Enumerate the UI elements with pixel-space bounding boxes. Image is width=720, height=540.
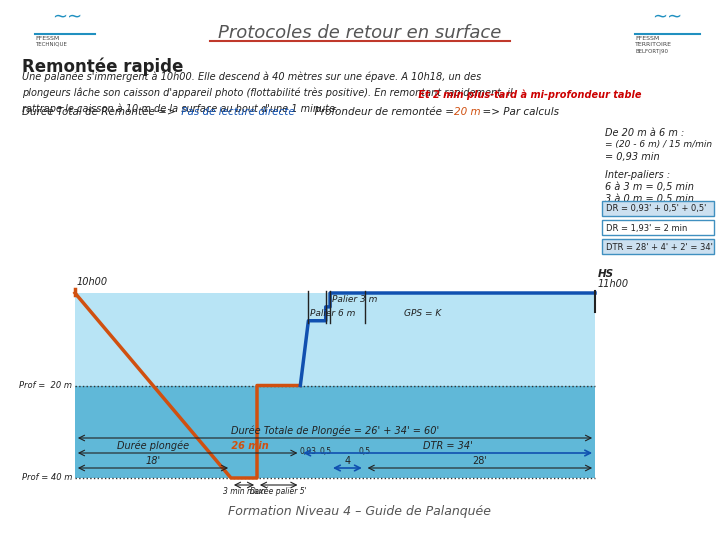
Text: = (20 - 6 m) / 15 m/min: = (20 - 6 m) / 15 m/min (605, 140, 712, 149)
Text: 3 à 0 m = 0,5 min: 3 à 0 m = 0,5 min (605, 194, 694, 204)
Text: 18': 18' (145, 456, 161, 466)
Text: 20 m: 20 m (454, 107, 481, 117)
Bar (75, 386, 595, 478)
Text: Formation Niveau 4 – Guide de Palanquée: Formation Niveau 4 – Guide de Palanquée (228, 505, 492, 518)
Text: Durée palier 5': Durée palier 5' (251, 487, 307, 496)
Text: Durée Totale de Plongée = 26' + 34' = 60': Durée Totale de Plongée = 26' + 34' = 60… (231, 426, 439, 436)
Text: 0,93: 0,93 (300, 447, 317, 456)
Bar (602, 201, 714, 216)
Text: 3 min maxi: 3 min maxi (222, 487, 265, 496)
Text: 4: 4 (344, 456, 351, 466)
Text: Prof = 40 m: Prof = 40 m (22, 474, 72, 483)
Text: DTR = 34': DTR = 34' (423, 441, 472, 451)
Text: DR = 1,93' = 2 min: DR = 1,93' = 2 min (606, 224, 688, 233)
Text: DR = 0,93' + 0,5' + 0,5': DR = 0,93' + 0,5' + 0,5' (606, 205, 706, 213)
Bar (602, 239, 714, 254)
Bar (602, 220, 714, 235)
Text: De 20 m à 6 m :: De 20 m à 6 m : (605, 128, 684, 138)
Text: Protocoles de retour en surface: Protocoles de retour en surface (218, 24, 502, 42)
Text: Durée plongée: Durée plongée (117, 441, 189, 451)
Text: 6 à 3 m = 0,5 min: 6 à 3 m = 0,5 min (605, 182, 694, 192)
Text: GPS = K: GPS = K (405, 309, 441, 318)
Text: Une palanée s'immergent à 10h00. Elle descend à 40 mètres sur une épave. A 10h18: Une palanée s'immergent à 10h00. Elle de… (22, 72, 513, 114)
Text: FFESSM: FFESSM (35, 36, 59, 41)
Text: TERRITOIRE: TERRITOIRE (635, 42, 672, 47)
Text: 0,5: 0,5 (320, 447, 332, 456)
Text: Palier 3 m: Palier 3 m (332, 295, 377, 304)
Text: 11h00: 11h00 (598, 279, 629, 289)
Text: Palier 6 m: Palier 6 m (310, 309, 356, 318)
Text: ∼∼: ∼∼ (652, 8, 683, 26)
Text: FFESSM: FFESSM (635, 36, 660, 41)
Text: 26 min: 26 min (228, 441, 269, 451)
Text: Et 2 min plus-tard à mi-profondeur table: Et 2 min plus-tard à mi-profondeur table (415, 90, 642, 100)
Text: 0,5: 0,5 (359, 447, 371, 456)
Text: ∼∼: ∼∼ (52, 8, 82, 26)
Text: HS: HS (598, 269, 614, 279)
Text: Inter-paliers :: Inter-paliers : (605, 170, 670, 180)
Text: BELFORT|90: BELFORT|90 (635, 48, 668, 53)
Text: 28': 28' (472, 456, 487, 466)
Text: Pas de lecture directe: Pas de lecture directe (178, 107, 294, 117)
Text: = 0,93 min: = 0,93 min (605, 152, 660, 162)
Text: TECHNIQUE: TECHNIQUE (35, 42, 67, 47)
Text: DTR = 28' + 4' + 2' = 34': DTR = 28' + 4' + 2' = 34' (606, 242, 713, 252)
Text: 10h00: 10h00 (77, 277, 108, 287)
Text: Remontée rapide: Remontée rapide (22, 57, 184, 76)
Text: Durée Total de Remontée =>: Durée Total de Remontée => (22, 107, 176, 117)
Bar (75, 293, 595, 386)
Text: Profondeur de remontée =: Profondeur de remontée = (308, 107, 457, 117)
Text: Prof =  20 m: Prof = 20 m (19, 381, 72, 390)
Text: => Par calculs: => Par calculs (476, 107, 559, 117)
